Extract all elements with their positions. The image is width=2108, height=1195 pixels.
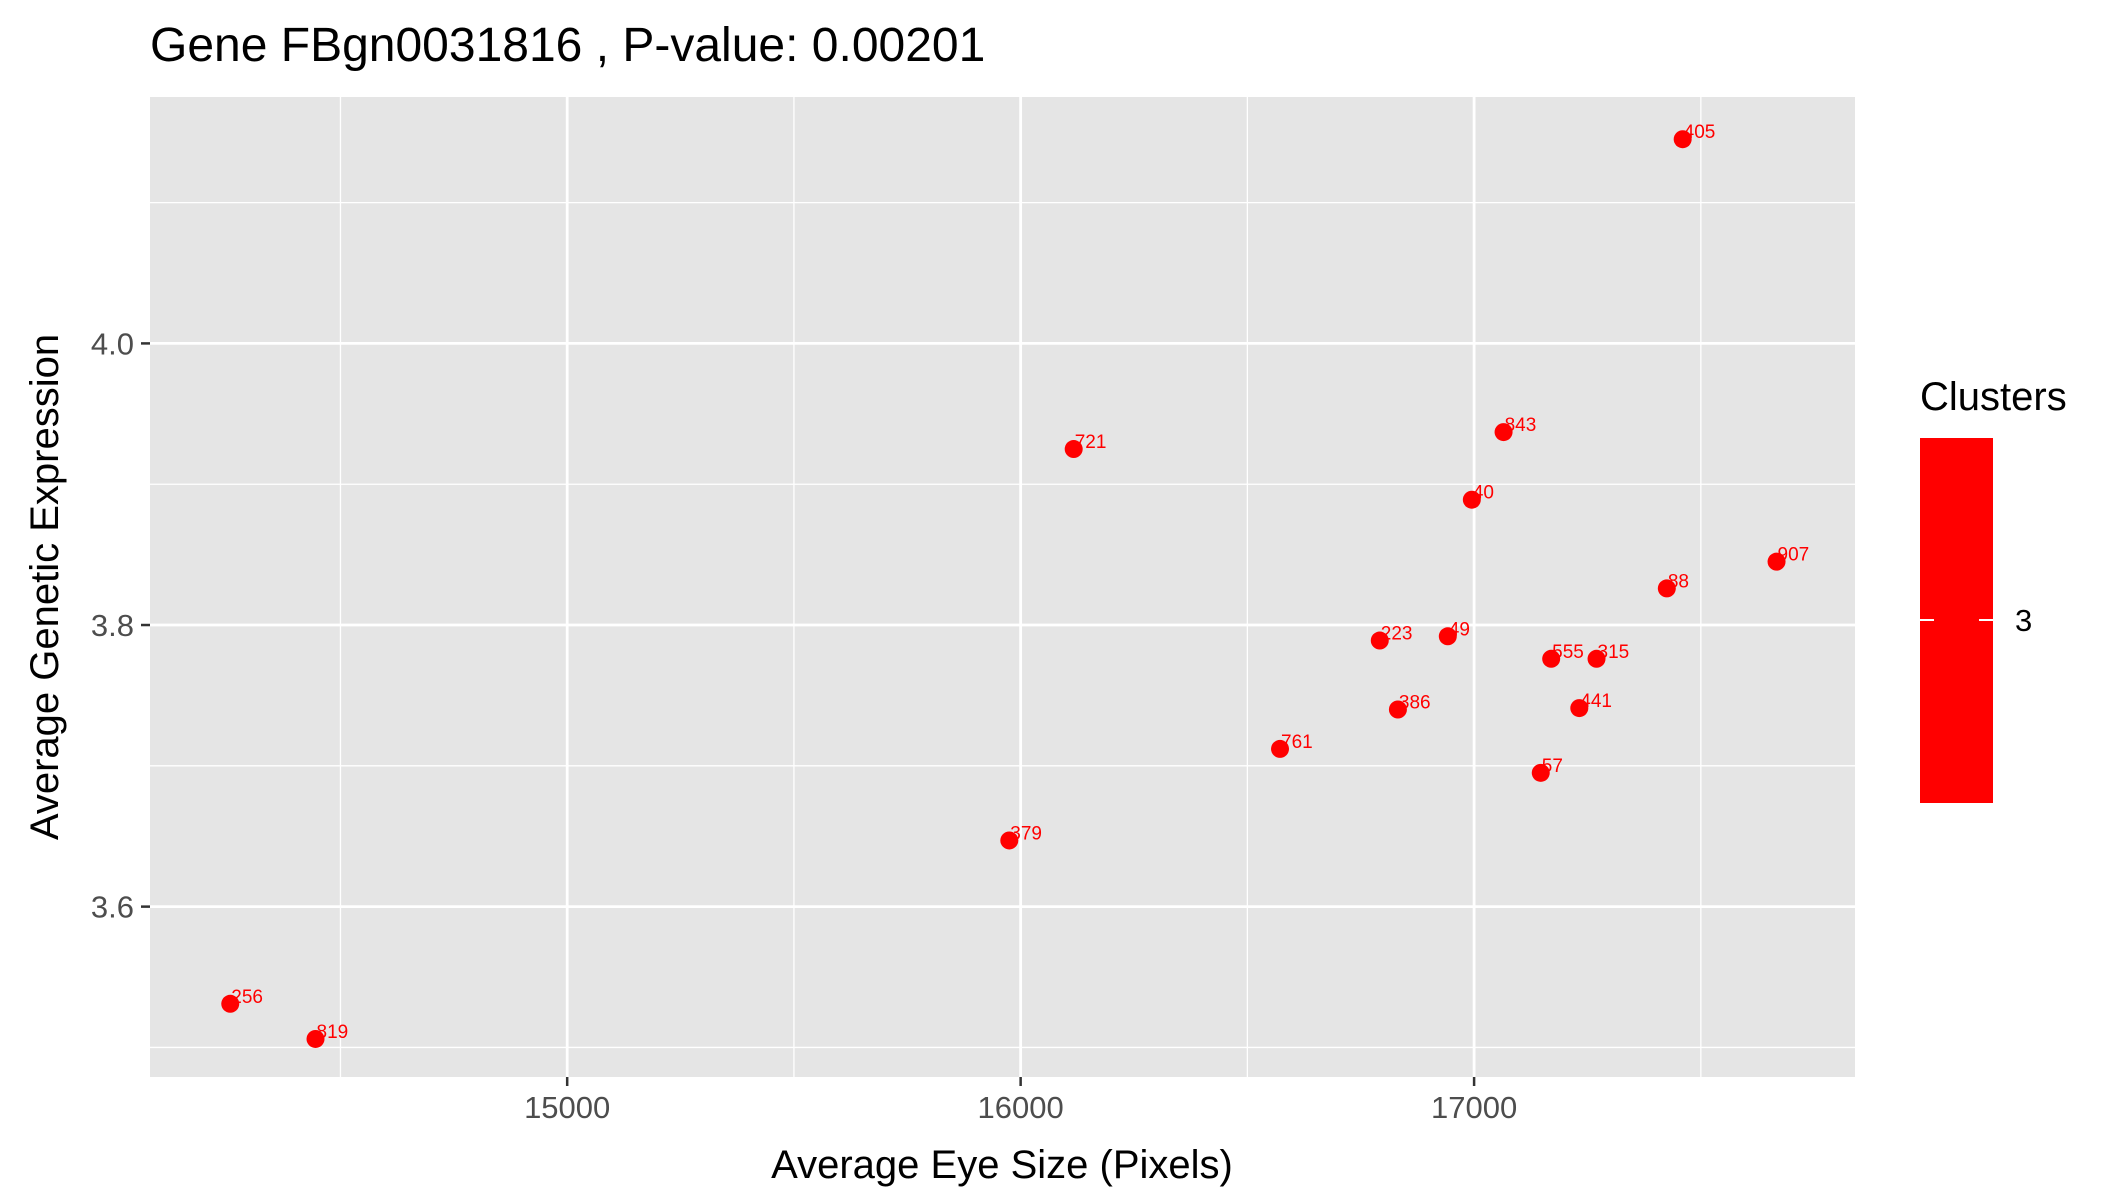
data-point	[1271, 739, 1290, 758]
y-tick-label: 4.0	[91, 326, 134, 361]
data-point	[1388, 700, 1407, 719]
x-axis: 15000 16000 17000	[524, 1077, 1517, 1125]
data-point-label: 441	[1580, 691, 1612, 712]
data-point	[1542, 649, 1561, 668]
data-point	[1000, 831, 1019, 850]
data-point	[1570, 699, 1589, 718]
data-point-label: 761	[1281, 732, 1313, 753]
x-tick-label: 17000	[1431, 1090, 1517, 1125]
y-tick-label: 3.6	[91, 890, 134, 925]
legend: Clusters 3	[1920, 375, 2067, 803]
data-point	[1531, 763, 1550, 782]
data-point-label: 223	[1381, 624, 1413, 645]
plot-panel	[150, 97, 1855, 1077]
data-point-label: 721	[1075, 432, 1107, 453]
data-point-label: 49	[1449, 619, 1470, 640]
data-point-label: 88	[1668, 571, 1689, 592]
data-point	[1064, 440, 1083, 459]
data-point-label: 405	[1684, 122, 1716, 143]
data-point	[1767, 552, 1786, 571]
data-point	[1673, 130, 1692, 149]
y-axis-title: Average Genetic Expression	[23, 334, 67, 840]
data-point-label: 315	[1598, 642, 1630, 663]
data-point	[221, 994, 240, 1013]
data-points	[221, 130, 1786, 1048]
data-point-label: 40	[1473, 483, 1494, 504]
data-point	[1587, 649, 1606, 668]
data-point-label: 57	[1542, 756, 1563, 777]
legend-title: Clusters	[1920, 375, 2067, 419]
data-point	[1494, 423, 1513, 442]
data-point-label: 386	[1399, 693, 1431, 714]
x-axis-title: Average Eye Size (Pixels)	[771, 1143, 1233, 1187]
data-point-labels: 405 843 721 40 907 88 49 223 555 315 386 441 761 57 37…	[231, 122, 1809, 1043]
data-point	[306, 1029, 325, 1048]
major-gridlines	[150, 97, 1855, 1077]
data-point	[1370, 631, 1389, 650]
data-point	[1462, 490, 1481, 509]
data-point	[1657, 579, 1676, 598]
data-point-label: 907	[1778, 545, 1810, 566]
chart-title: Gene FBgn0031816 , P-value: 0.00201	[150, 19, 985, 72]
data-point-label: 555	[1552, 642, 1584, 663]
x-tick-label: 15000	[524, 1090, 610, 1125]
data-point-label: 843	[1505, 415, 1537, 436]
data-point-label: 256	[231, 987, 263, 1008]
y-tick-label: 3.8	[91, 608, 134, 643]
minor-gridlines	[150, 97, 1855, 1077]
data-point-label: 379	[1010, 823, 1042, 844]
x-tick-label: 16000	[978, 1090, 1064, 1125]
y-axis: 3.6 3.8 4.0	[91, 326, 150, 925]
legend-label: 3	[2015, 603, 2032, 638]
data-point-label: 819	[317, 1022, 349, 1043]
data-point	[1438, 627, 1457, 646]
